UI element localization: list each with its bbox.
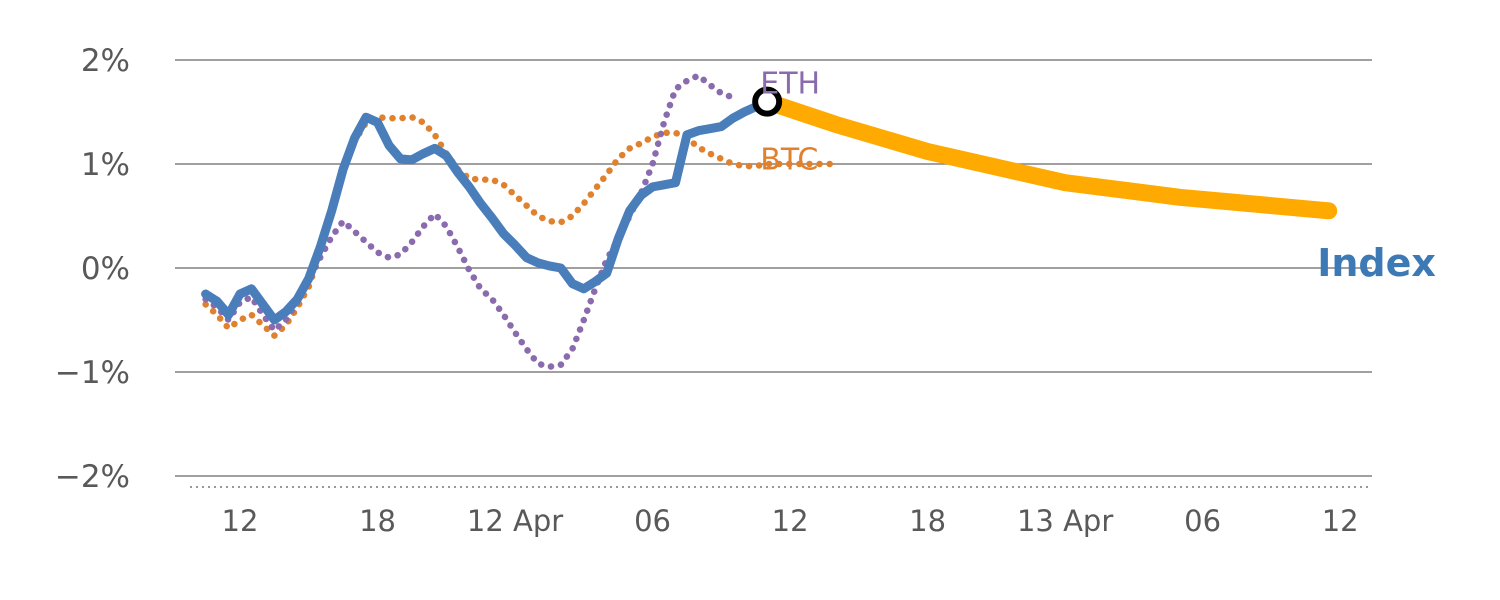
x-axis-tick-label: 18 bbox=[359, 504, 396, 538]
x-axis-tick-label: 06 bbox=[634, 504, 671, 538]
series-eth bbox=[202, 72, 737, 371]
x-axis-tick-label: 13 Apr bbox=[1017, 504, 1113, 538]
x-axis-tick-label: 12 bbox=[772, 504, 809, 538]
y-axis-tick-label: 1% bbox=[81, 147, 130, 183]
x-axis-tick-label: 18 bbox=[909, 504, 946, 538]
x-axis-tick-label: 12 Apr bbox=[467, 504, 563, 538]
y-axis-tick-label: 2% bbox=[81, 43, 130, 79]
y-axis-tick-label: −2% bbox=[55, 459, 130, 495]
series-label-eth: ETH bbox=[760, 66, 820, 101]
y-axis-tick-label: 0% bbox=[81, 251, 130, 287]
series-btc bbox=[202, 113, 840, 339]
y-axis-tick-label: −1% bbox=[55, 355, 130, 391]
series-index bbox=[201, 97, 772, 325]
series-label-index: Index bbox=[1317, 241, 1436, 285]
x-axis-tick-label: 06 bbox=[1184, 504, 1221, 538]
x-axis-tick-label: 12 bbox=[1322, 504, 1359, 538]
x-axis-tick-label: 12 bbox=[222, 504, 259, 538]
series-label-btc: BTC bbox=[760, 142, 818, 177]
current-point-marker bbox=[752, 86, 783, 117]
series-index-forecast bbox=[758, 93, 1338, 220]
